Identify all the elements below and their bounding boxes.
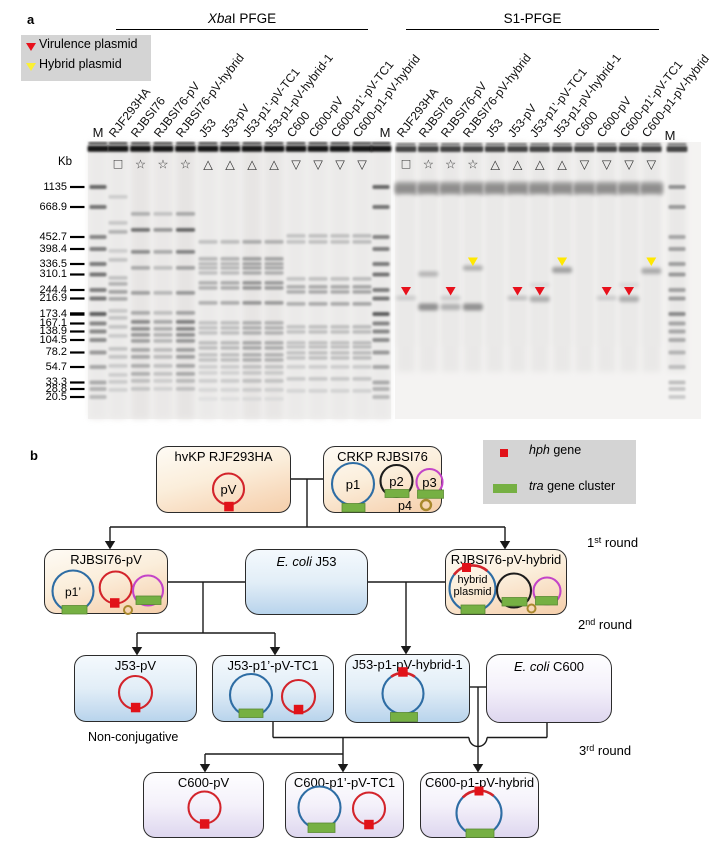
svg-text:△: △ bbox=[557, 158, 567, 172]
svg-text:p1: p1 bbox=[346, 477, 360, 492]
svg-text:△: △ bbox=[203, 158, 213, 172]
svg-text:hybrid: hybrid bbox=[458, 574, 488, 586]
svg-text:□: □ bbox=[402, 156, 411, 172]
svg-text:△: △ bbox=[535, 158, 545, 172]
svg-text:△: △ bbox=[269, 158, 279, 172]
svg-text:△: △ bbox=[247, 158, 257, 172]
svg-text:p3: p3 bbox=[422, 475, 436, 490]
svg-text:▽: ▽ bbox=[580, 158, 590, 172]
svg-text:△: △ bbox=[225, 158, 235, 172]
svg-text:▽: ▽ bbox=[602, 158, 612, 172]
svg-text:▽: ▽ bbox=[291, 158, 301, 172]
svg-text:▽: ▽ bbox=[313, 158, 323, 172]
svg-text:p4: p4 bbox=[398, 499, 412, 513]
svg-text:☆: ☆ bbox=[180, 158, 191, 172]
svg-text:☆: ☆ bbox=[445, 158, 456, 172]
svg-text:△: △ bbox=[490, 158, 500, 172]
svg-text:▽: ▽ bbox=[646, 158, 656, 172]
svg-text:▽: ▽ bbox=[624, 158, 634, 172]
svg-text:☆: ☆ bbox=[135, 158, 146, 172]
svg-text:△: △ bbox=[513, 158, 523, 172]
svg-text:▽: ▽ bbox=[335, 158, 345, 172]
svg-text:plasmid: plasmid bbox=[454, 586, 492, 598]
svg-text:☆: ☆ bbox=[467, 158, 478, 172]
svg-text:pV: pV bbox=[221, 482, 237, 497]
svg-text:☆: ☆ bbox=[157, 158, 168, 172]
svg-text:p2: p2 bbox=[389, 474, 403, 489]
svg-text:▽: ▽ bbox=[357, 158, 367, 172]
svg-text:☆: ☆ bbox=[423, 158, 434, 172]
svg-text:□: □ bbox=[114, 156, 123, 172]
svg-text:p1’: p1’ bbox=[65, 585, 81, 599]
